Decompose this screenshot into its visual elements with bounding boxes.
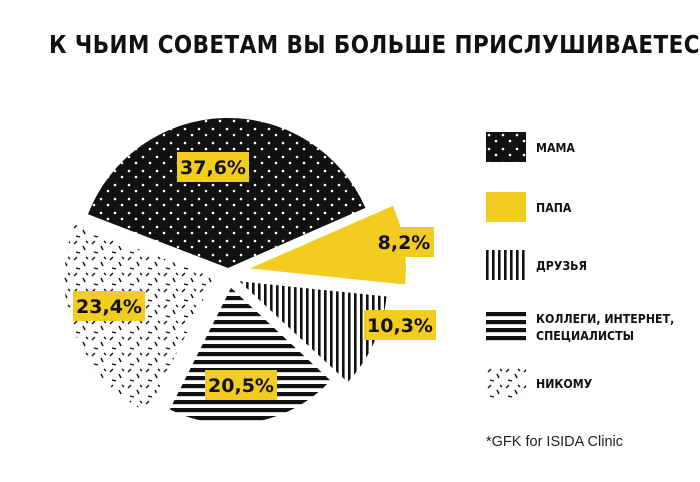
legend-item-papa: ПАПА [486, 192, 576, 222]
slice-label-box-papa [374, 227, 434, 257]
legend-swatch-friends [486, 250, 526, 280]
legend-label-colleagues-line1: КОЛЛЕГИ, ИНТЕРНЕТ, [536, 311, 675, 326]
pie-slice-papa [249, 205, 406, 285]
legend-label-papa: ПАПА [536, 199, 572, 215]
slice-label-nobody: 23,4% [73, 291, 145, 321]
legend-swatch-nobody [486, 368, 526, 398]
legend-label-friends: ДРУЗЬЯ [536, 257, 588, 273]
slice-label-text-mama: 37,6% [180, 157, 246, 179]
slice-label-box-mama [177, 152, 249, 182]
slice-label-friends: 10,3% [364, 310, 436, 340]
slice-label-text-colleagues: 20,5% [208, 375, 274, 397]
slice-label-papa: 8,2% [374, 227, 434, 257]
pie-slice-friends [239, 281, 387, 383]
slice-label-text-nobody: 23,4% [76, 296, 142, 318]
legend-label-nobody: НИКОМУ [536, 375, 593, 391]
slice-label-text-friends: 10,3% [367, 315, 433, 337]
legend-item-friends: ДРУЗЬЯ [486, 250, 594, 280]
legend-item-nobody: НИКОМУ [486, 368, 600, 398]
slice-label-box-colleagues [205, 370, 277, 400]
legend-swatch-colleagues [486, 312, 526, 342]
legend-label-colleagues-line2: СПЕЦИАЛИСТЫ [536, 328, 635, 343]
pie-slice-mama [87, 117, 366, 268]
legend-swatch-mama [486, 132, 526, 162]
legend-label-colleagues: КОЛЛЕГИ, ИНТЕРНЕТ, СПЕЦИАЛИСТЫ [536, 310, 674, 344]
slice-label-colleagues: 20,5% [205, 370, 277, 400]
slice-label-box-friends [364, 310, 436, 340]
slice-label-text-papa: 8,2% [378, 232, 431, 254]
legend-item-mama: МАМА [486, 132, 580, 162]
legend-swatch-papa [486, 192, 526, 222]
legend-item-colleagues: КОЛЛЕГИ, ИНТЕРНЕТ, СПЕЦИАЛИСТЫ [486, 310, 693, 344]
legend-label-mama: МАМА [536, 139, 575, 155]
slice-label-mama: 37,6% [177, 152, 249, 182]
slice-label-box-nobody [73, 291, 145, 321]
chart-title: К ЧЬИМ СОВЕТАМ ВЫ БОЛЬШЕ ПРИСЛУШИВАЕТЕСЬ… [49, 30, 700, 59]
pie-labels: 37,6% 8,2% 10,3% 20,5% 23,4% [73, 152, 436, 400]
source-note: *GFK for ISIDA Clinic [486, 434, 623, 450]
